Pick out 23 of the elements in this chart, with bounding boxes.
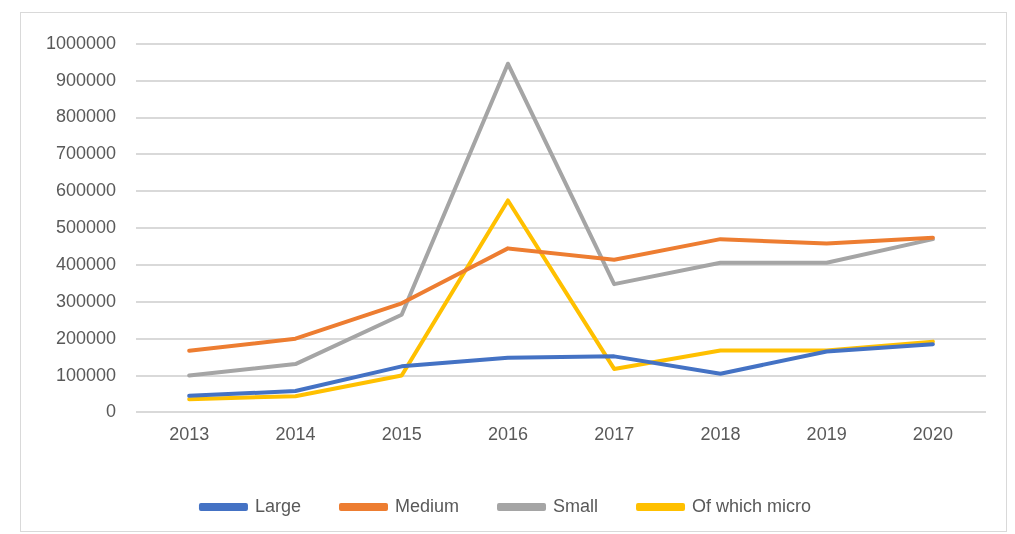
y-tick-label: 400000 — [56, 253, 117, 274]
y-tick-label: 300000 — [56, 290, 117, 311]
x-tick-label: 2020 — [912, 424, 953, 445]
x-tick-label: 2017 — [594, 424, 635, 445]
legend-label: Large — [254, 495, 301, 516]
y-tick-label: 500000 — [56, 217, 117, 238]
y-tick-label: 700000 — [56, 143, 117, 164]
x-tick-label: 2015 — [381, 424, 422, 445]
y-tick-label: 0 — [106, 401, 117, 422]
legend-label: Medium — [394, 495, 460, 516]
x-tick-label: 2013 — [169, 424, 210, 445]
x-tick-label: 2014 — [275, 424, 316, 445]
x-tick-label: 2016 — [487, 424, 528, 445]
x-tick-label: 2019 — [806, 424, 847, 445]
legend-label: Of which micro — [692, 495, 812, 516]
y-tick-label: 600000 — [56, 180, 117, 201]
x-tick-label: 2018 — [700, 424, 741, 445]
y-tick-label: 800000 — [56, 106, 117, 127]
y-tick-label: 100000 — [56, 364, 117, 385]
y-tick-label: 1000000 — [46, 32, 117, 53]
legend-label: Small — [553, 495, 599, 516]
y-tick-label: 900000 — [56, 69, 117, 90]
y-tick-label: 200000 — [56, 327, 117, 348]
